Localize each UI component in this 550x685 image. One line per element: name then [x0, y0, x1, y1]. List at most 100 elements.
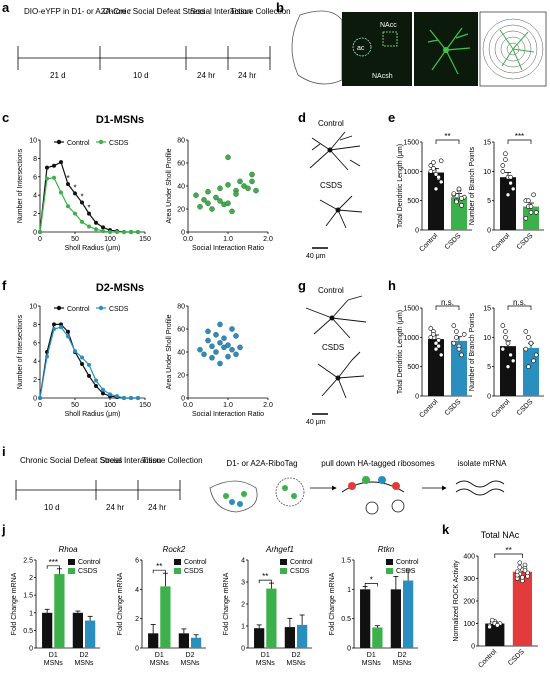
scatter-point	[233, 333, 239, 339]
panel-c-title: D1-MSNs	[96, 114, 144, 126]
x-tick-label: 1.0	[223, 402, 233, 409]
y-tick-label: 15	[483, 140, 491, 147]
timeline-i-step-3: Tissue Collection	[142, 456, 203, 465]
x-axis-label: Sholl Radius (μm)	[65, 411, 121, 418]
data-point	[433, 186, 439, 192]
data-point	[459, 352, 464, 358]
series-point-csds	[38, 396, 42, 400]
x-axis-label: Sholl Radius (μm)	[65, 245, 121, 252]
y-tick-label: 5	[487, 364, 491, 371]
y-tick-label: 0	[29, 646, 33, 653]
scatter-point	[213, 349, 219, 355]
data-point	[459, 203, 464, 208]
legend-label: Control	[184, 559, 207, 566]
bar-csds	[372, 627, 383, 648]
chart-h-branch: 0 5 10 15 Number of Branch Points Control CSDS…	[469, 298, 544, 419]
significance-marker: *	[66, 174, 69, 183]
data-point	[431, 160, 436, 165]
scatter-point	[201, 197, 207, 203]
x-tick-label: MSNs	[44, 660, 64, 667]
y-tick-label: 60	[177, 327, 185, 334]
y-tick-label: 0.5	[23, 628, 33, 635]
label-d-control: Control	[318, 119, 344, 128]
scatter-point	[217, 321, 223, 328]
significance-marker: *	[370, 575, 373, 584]
data-point	[523, 215, 529, 221]
data-point	[505, 192, 511, 198]
data-point	[454, 329, 459, 334]
panel-letter-b: b	[276, 0, 284, 15]
series-point-control	[80, 200, 84, 205]
series-point-csds	[73, 349, 77, 354]
legend-label: CSDS	[290, 568, 310, 575]
series-point-csds	[129, 396, 133, 400]
y-tick-label: 6	[33, 340, 37, 347]
y-tick-label: 2	[33, 211, 37, 218]
x-tick-label: 0.0	[183, 236, 193, 243]
series-point-csds	[136, 230, 140, 234]
flow-label-isolate: isolate mRNA	[458, 459, 508, 468]
series-point-csds	[80, 219, 84, 224]
data-point	[461, 332, 467, 337]
data-point	[487, 624, 492, 630]
y-axis-label: Normalized ROCK Activity	[453, 560, 460, 642]
bar-csds	[85, 620, 96, 648]
legend-swatch	[68, 568, 75, 574]
panel-a: a DIO-eYFP in D1- or A2A-Cre♂ Chronic So…	[2, 0, 291, 80]
label-nacsh: NAcsh	[372, 73, 393, 80]
timeline-a-interval-1: 21 d	[50, 71, 66, 80]
x-tick-label: CSDS	[444, 232, 463, 251]
significance-bracket	[258, 579, 272, 584]
y-tick-label: 1500	[403, 140, 419, 147]
scatter-point	[205, 200, 211, 206]
significance-marker: ***	[515, 132, 524, 141]
data-point	[428, 326, 434, 331]
panel-letter-f: f	[2, 278, 7, 293]
y-tick-label: 40	[177, 184, 185, 191]
y-tick-label: 0	[241, 646, 245, 653]
series-point-csds	[59, 190, 63, 195]
x-tick-label: MSNs	[286, 660, 306, 667]
timeline-i-interval-2: 24 hr	[106, 503, 125, 512]
y-tick-label: 1	[29, 610, 33, 617]
y-tick-label: 2	[29, 575, 33, 582]
y-tick-label: 0.5	[341, 616, 351, 623]
y-tick-label: 0	[135, 646, 139, 653]
series-point-csds	[136, 396, 140, 400]
bar-control	[284, 627, 295, 648]
bar-control	[500, 177, 516, 230]
series-point-csds	[115, 230, 119, 234]
y-tick-label: 0	[33, 230, 37, 237]
y-tick-label: 5	[487, 198, 491, 205]
chart-e-branch: 0 5 10 15 Number of Branch Points Control CSDS…	[469, 132, 544, 253]
y-tick-label: 0	[347, 646, 351, 653]
scatter-point	[217, 340, 223, 346]
x-tick-label: 100	[104, 236, 116, 243]
label-ac: ac	[357, 45, 365, 52]
timeline-a-step-3: Social Interaction	[190, 7, 251, 16]
data-point	[500, 169, 506, 174]
y-tick-label: 6	[135, 558, 139, 565]
series-point-csds	[45, 354, 49, 359]
data-point	[508, 352, 513, 358]
series-point-control	[52, 322, 56, 327]
significance-bracket	[435, 139, 460, 144]
y-tick-label: 500	[407, 198, 419, 205]
series-point-control	[87, 211, 91, 216]
data-point	[520, 575, 525, 580]
series-point-csds	[122, 396, 126, 400]
x-tick-label: 150	[139, 402, 151, 409]
panel-g: g Control CSDS 40 μm	[298, 278, 367, 426]
data-point	[522, 568, 528, 573]
significance-marker: n.s.	[441, 298, 454, 307]
y-tick-label: 300	[463, 576, 475, 583]
neuron-cluster-i	[275, 477, 305, 507]
y-tick-label: 0	[181, 396, 185, 403]
y-tick-label: 4	[241, 558, 245, 565]
data-point	[454, 335, 459, 340]
legend-label: CSDS	[109, 306, 129, 313]
x-tick-label: D1	[367, 652, 376, 659]
data-point	[436, 343, 441, 349]
